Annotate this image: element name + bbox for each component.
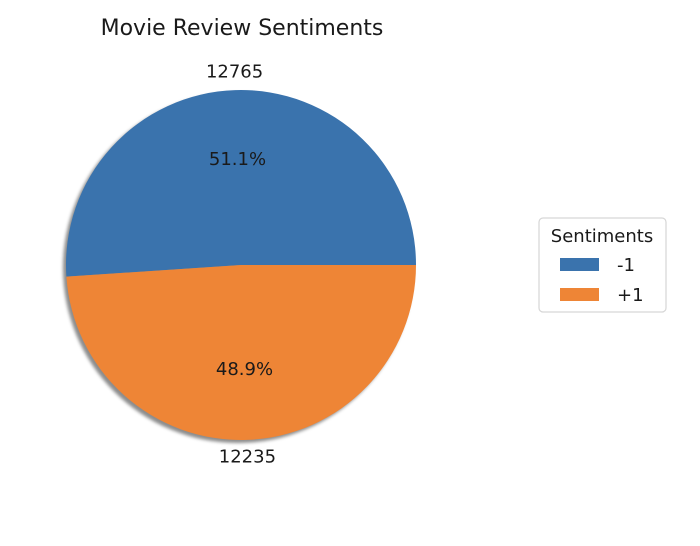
slice-percent-label-pos1: 48.9%: [216, 359, 273, 380]
pie-slice-neg1: [66, 90, 416, 277]
pie-group: [63, 90, 416, 443]
slice-percent-label-neg1: 51.1%: [209, 149, 266, 170]
legend-swatch-pos1: [560, 288, 599, 301]
legend-swatch-neg1: [560, 258, 599, 271]
legend-title: Sentiments: [551, 226, 653, 247]
legend-label-pos1: +1: [617, 285, 644, 306]
legend-label-neg1: -1: [617, 255, 635, 276]
legend: Sentiments -1 +1: [538, 217, 667, 313]
slice-count-label-pos1: 12235: [219, 446, 276, 467]
chart-title: Movie Review Sentiments: [101, 16, 384, 41]
pie-slice-pos1: [66, 265, 416, 441]
slice-count-label-neg1: 12765: [206, 62, 263, 83]
